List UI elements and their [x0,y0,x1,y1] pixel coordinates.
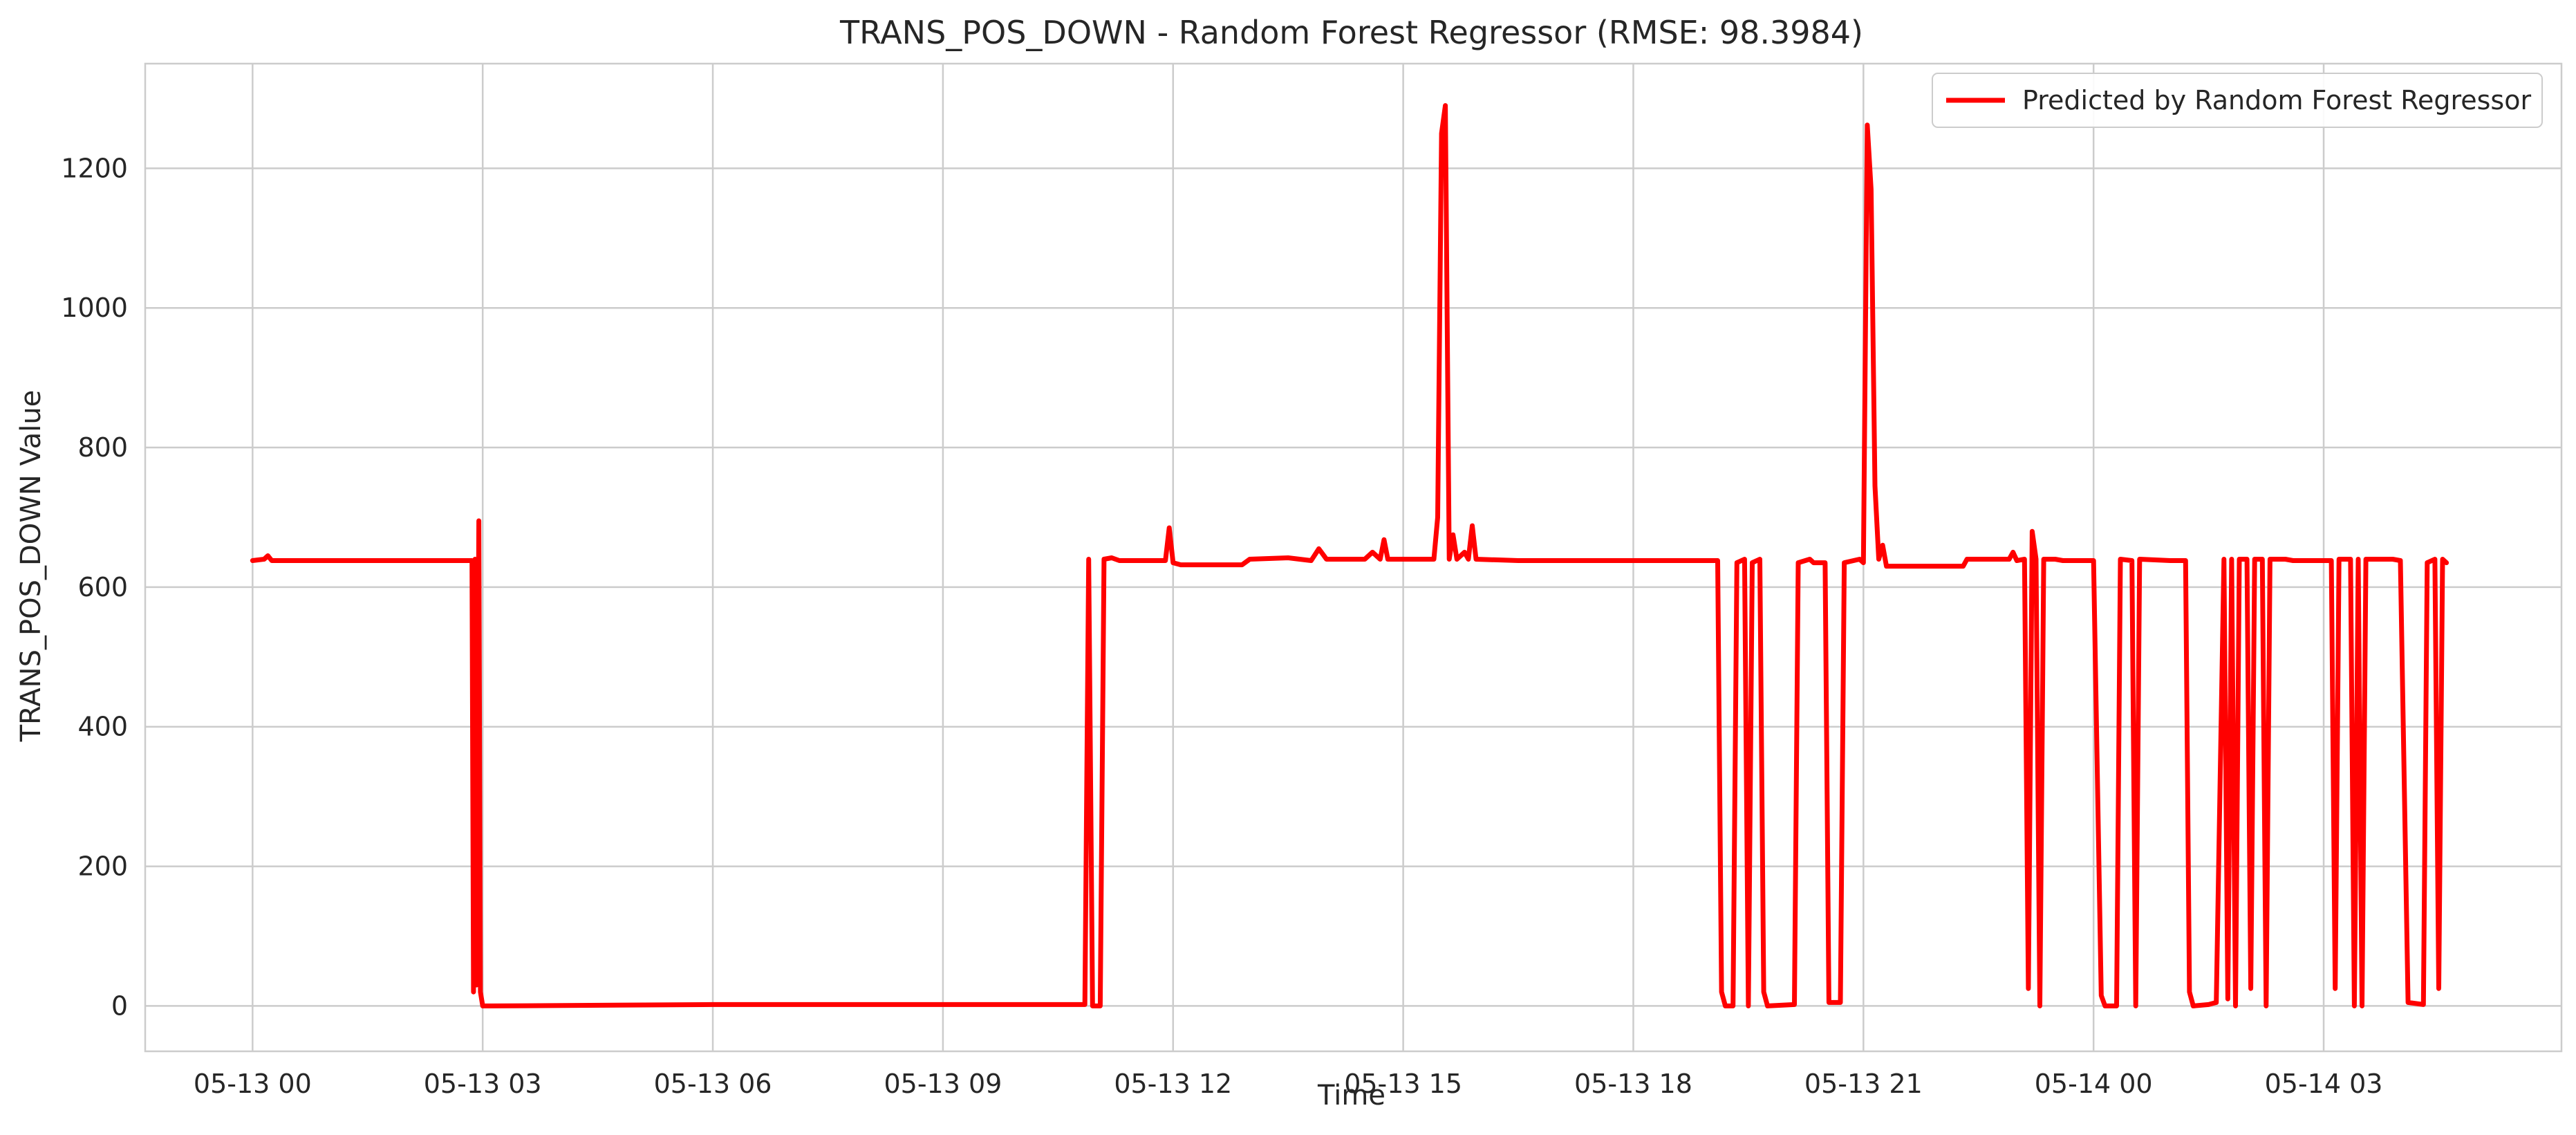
x-tick-label: 05-13 12 [1114,1069,1232,1099]
legend-box [1932,73,2543,128]
legend-entry-label: Predicted by Random Forest Regressor [2022,85,2531,116]
tick-labels: 05-13 00 05-13 03 05-13 06 05-13 09 05-13 12… [61,153,2382,1099]
plot-area-border [144,62,2563,1053]
y-tick-label: 200 [77,851,128,882]
y-tick-label: 1200 [61,153,128,183]
y-axis-label: TRANS_POS_DOWN Value [15,390,47,743]
x-tick-label: 05-14 00 [2035,1069,2153,1099]
x-axis-label: Time [1317,1080,1385,1111]
series-line-predicted [250,103,2449,1008]
x-tick-label: 05-13 00 [194,1069,312,1099]
y-tick-label: 400 [77,712,128,742]
x-tick-label: 05-13 21 [1804,1069,1923,1099]
grid-lines [145,64,2561,1051]
series-layer [250,103,2449,1008]
y-tick-label: 0 [111,990,128,1021]
x-tick-label: 05-13 03 [424,1069,542,1099]
legend: Predicted by Random Forest Regressor [1932,73,2543,128]
x-tick-label: 05-14 03 [2265,1069,2383,1099]
y-tick-label: 800 [77,432,128,463]
x-tick-label: 05-13 06 [654,1069,772,1099]
x-tick-label: 05-13 18 [1574,1069,1692,1099]
y-tick-label: 600 [77,572,128,602]
chart-title: TRANS_POS_DOWN - Random Forest Regressor… [839,14,1863,51]
y-tick-label: 1000 [61,293,128,323]
x-tick-label: 05-13 15 [1344,1069,1462,1099]
x-tick-label: 05-13 09 [884,1069,1002,1099]
